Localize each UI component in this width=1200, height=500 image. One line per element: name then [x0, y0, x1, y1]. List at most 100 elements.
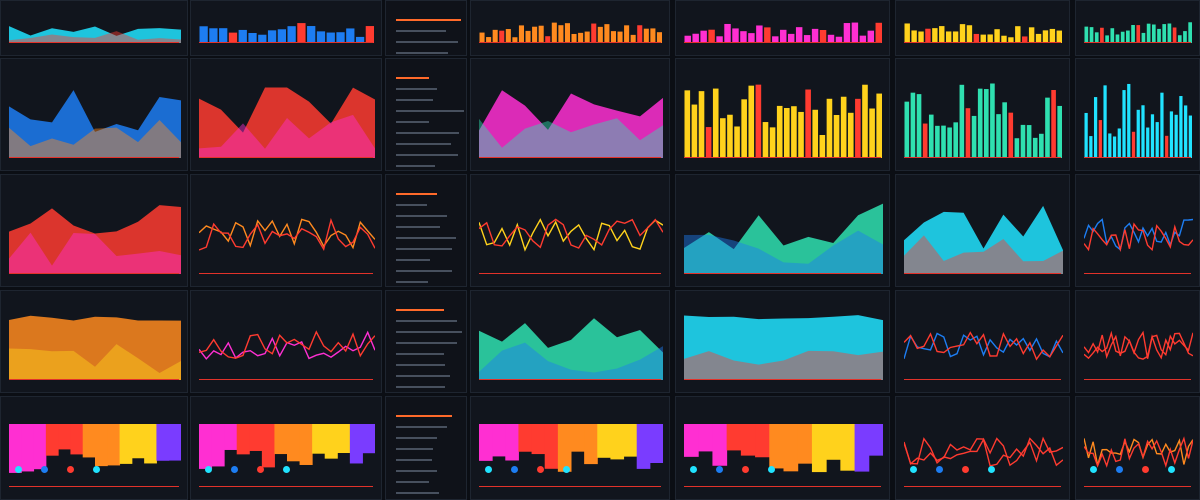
area-mark	[684, 230, 883, 274]
dashboard-panel-r2-c2[interactable]	[190, 58, 382, 171]
indicator-dot[interactable]	[537, 466, 544, 473]
panel-plot[interactable]	[9, 79, 181, 158]
panel-plot[interactable]	[684, 417, 883, 487]
indicator-dot[interactable]	[742, 466, 749, 473]
dashboard-panel-r4-c2[interactable]	[190, 290, 382, 393]
panel-plot[interactable]	[9, 417, 181, 487]
panel-plot[interactable]	[9, 21, 181, 43]
bar-mark	[787, 33, 795, 43]
dashboard-panel-r5-c5[interactable]	[675, 396, 890, 500]
dashboard-panel-r5-c1[interactable]	[0, 396, 188, 500]
indicator-dot[interactable]	[563, 466, 570, 473]
indicator-dot[interactable]	[93, 466, 100, 473]
dashboard-panel-r2-c3[interactable]	[385, 58, 467, 171]
indicator-dot[interactable]	[1168, 466, 1175, 473]
panel-plot[interactable]	[904, 195, 1063, 274]
panel-plot[interactable]	[904, 417, 1063, 487]
text-line-placeholder	[396, 331, 462, 333]
panel-plot[interactable]	[479, 417, 663, 487]
bar-mark	[720, 118, 726, 158]
panel-plot[interactable]	[1084, 195, 1193, 274]
dashboard-panel-r4-c7[interactable]	[1075, 290, 1200, 393]
text-line-placeholder	[396, 309, 444, 311]
panel-plot[interactable]	[1084, 311, 1193, 380]
dashboard-panel-r4-c1[interactable]	[0, 290, 188, 393]
indicator-dot[interactable]	[962, 466, 969, 473]
bar-mark	[916, 94, 922, 158]
indicator-dot[interactable]	[67, 466, 74, 473]
panel-plot[interactable]	[1084, 417, 1193, 487]
indicator-dot[interactable]	[257, 466, 264, 473]
panel-plot[interactable]	[479, 21, 663, 43]
indicator-dot[interactable]	[15, 466, 22, 473]
dashboard-panel-r1-c2[interactable]	[190, 0, 382, 56]
indicator-dot[interactable]	[485, 466, 492, 473]
panel-plot[interactable]	[199, 21, 375, 43]
indicator-dot[interactable]	[41, 466, 48, 473]
dashboard-panel-r3-c5[interactable]	[675, 174, 890, 287]
indicator-dot[interactable]	[511, 466, 518, 473]
dashboard-panel-r4-c4[interactable]	[470, 290, 670, 393]
panel-plot[interactable]	[684, 21, 883, 43]
dashboard-panel-r2-c6[interactable]	[895, 58, 1070, 171]
bar-mark	[776, 105, 783, 158]
dashboard-panel-r1-c6[interactable]	[895, 0, 1070, 56]
panel-plot[interactable]	[904, 311, 1063, 380]
panel-plot[interactable]	[1084, 79, 1193, 158]
panel-plot[interactable]	[1084, 21, 1193, 43]
panel-plot[interactable]	[479, 311, 663, 380]
indicator-dot[interactable]	[1090, 466, 1097, 473]
dashboard-panel-r2-c7[interactable]	[1075, 58, 1200, 171]
dashboard-panel-r3-c6[interactable]	[895, 174, 1070, 287]
dashboard-panel-r5-c3[interactable]	[385, 396, 467, 500]
indicator-dot[interactable]	[1116, 466, 1123, 473]
panel-plot[interactable]	[199, 311, 375, 380]
dashboard-panel-r3-c1[interactable]	[0, 174, 188, 287]
dashboard-panel-r4-c5[interactable]	[675, 290, 890, 393]
dashboard-panel-r3-c3[interactable]	[385, 174, 467, 287]
panel-plot[interactable]	[684, 311, 883, 380]
indicator-dot[interactable]	[283, 466, 290, 473]
indicator-dot[interactable]	[988, 466, 995, 473]
dashboard-panel-r3-c2[interactable]	[190, 174, 382, 287]
indicator-dot[interactable]	[936, 466, 943, 473]
indicator-dot[interactable]	[690, 466, 697, 473]
panel-plot[interactable]	[684, 79, 883, 158]
bar-mark	[326, 32, 335, 43]
dashboard-panel-r2-c4[interactable]	[470, 58, 670, 171]
indicator-dot[interactable]	[768, 466, 775, 473]
panel-plot[interactable]	[479, 79, 663, 158]
panel-plot[interactable]	[199, 79, 375, 158]
dashboard-panel-r5-c6[interactable]	[895, 396, 1070, 500]
dashboard-panel-r2-c1[interactable]	[0, 58, 188, 171]
panel-plot[interactable]	[199, 417, 375, 487]
indicator-dot[interactable]	[716, 466, 723, 473]
bar-mark	[1028, 27, 1035, 43]
dashboard-panel-r5-c7[interactable]	[1075, 396, 1200, 500]
dashboard-panel-r5-c4[interactable]	[470, 396, 670, 500]
dashboard-panel-r4-c6[interactable]	[895, 290, 1070, 393]
dashboard-panel-r2-c5[interactable]	[675, 58, 890, 171]
dashboard-panel-r5-c2[interactable]	[190, 396, 382, 500]
dashboard-panel-r4-c3[interactable]	[385, 290, 467, 393]
panel-plot[interactable]	[904, 21, 1063, 43]
dashboard-panel-r3-c7[interactable]	[1075, 174, 1200, 287]
panel-plot[interactable]	[9, 311, 181, 380]
dashboard-panel-r1-c5[interactable]	[675, 0, 890, 56]
panel-plot[interactable]	[479, 195, 663, 274]
indicator-dot[interactable]	[231, 466, 238, 473]
indicator-dot[interactable]	[910, 466, 917, 473]
area-mark	[9, 90, 181, 158]
panel-plot[interactable]	[904, 79, 1063, 158]
dashboard-panel-r1-c1[interactable]	[0, 0, 188, 56]
dashboard-panel-r1-c7[interactable]	[1075, 0, 1200, 56]
panel-plot[interactable]	[199, 195, 375, 274]
panel-plot[interactable]	[9, 195, 181, 274]
dashboard-panel-r3-c4[interactable]	[470, 174, 670, 287]
panel-plot[interactable]	[684, 195, 883, 274]
dashboard-panel-r1-c4[interactable]	[470, 0, 670, 56]
indicator-dot[interactable]	[205, 466, 212, 473]
bar-mark	[1115, 34, 1120, 43]
indicator-dot[interactable]	[1142, 466, 1149, 473]
dashboard-panel-r1-c3[interactable]	[385, 0, 467, 56]
